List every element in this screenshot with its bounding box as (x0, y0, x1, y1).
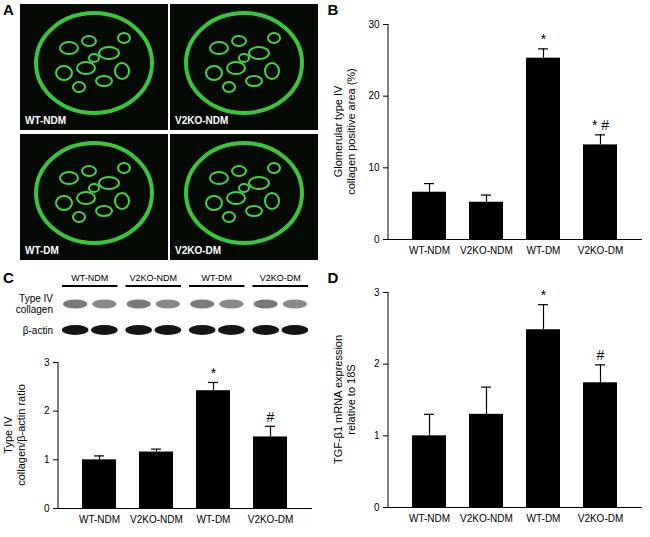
svg-text:30: 30 (368, 19, 380, 30)
svg-text:2: 2 (44, 405, 50, 416)
svg-text:10: 10 (368, 162, 380, 173)
svg-text:WT-DM: WT-DM (25, 245, 59, 256)
svg-text:#: # (597, 347, 605, 363)
svg-text:1: 1 (374, 430, 380, 441)
svg-text:V2KO-NDM: V2KO-NDM (460, 513, 513, 524)
svg-text:0: 0 (374, 502, 380, 513)
svg-text:WT-DM: WT-DM (527, 513, 561, 524)
svg-text:V2KO-NDM: V2KO-NDM (129, 273, 177, 283)
svg-text:B: B (328, 1, 339, 18)
svg-text:D: D (328, 269, 339, 286)
svg-text:WT-NDM: WT-NDM (409, 513, 450, 524)
svg-text:20: 20 (368, 90, 380, 101)
svg-text:V2KO-DM: V2KO-DM (260, 273, 301, 283)
svg-text:*: * (541, 287, 547, 303)
svg-text:Type IVcollagen: Type IVcollagen (16, 293, 54, 315)
svg-text:2: 2 (374, 358, 380, 369)
svg-text:* #: * # (592, 117, 609, 133)
svg-text:Type IVcollagen/β-actin ratio: Type IVcollagen/β-actin ratio (2, 384, 27, 486)
svg-text:TGF-β1 mRNA expressionrelative: TGF-β1 mRNA expressionrelative to 18S (332, 335, 357, 464)
svg-text:WT-DM: WT-DM (202, 273, 233, 283)
svg-text:WT-DM: WT-DM (527, 245, 561, 256)
svg-text:#: # (267, 409, 275, 425)
svg-text:V2KO-DM: V2KO-DM (578, 513, 624, 524)
svg-text:V2KO-NDM: V2KO-NDM (460, 245, 513, 256)
svg-text:0: 0 (44, 503, 50, 514)
svg-text:3: 3 (374, 287, 380, 298)
svg-text:1: 1 (44, 454, 50, 465)
svg-text:WT-NDM: WT-NDM (71, 273, 108, 283)
svg-text:V2KO-NDM: V2KO-NDM (175, 115, 228, 126)
svg-text:WT-NDM: WT-NDM (79, 514, 120, 525)
svg-text:WT-NDM: WT-NDM (409, 245, 450, 256)
svg-text:V2KO-DM: V2KO-DM (578, 245, 624, 256)
svg-text:3: 3 (44, 357, 50, 368)
svg-text:WT-DM: WT-DM (197, 514, 231, 525)
svg-text:β-actin: β-actin (23, 325, 53, 336)
svg-text:0: 0 (374, 234, 380, 245)
svg-text:*: * (211, 365, 217, 381)
svg-text:A: A (3, 1, 14, 18)
svg-text:*: * (541, 31, 547, 47)
svg-text:V2KO-NDM: V2KO-NDM (130, 514, 183, 525)
svg-text:C: C (3, 269, 14, 286)
svg-text:V2KO-DM: V2KO-DM (248, 514, 294, 525)
svg-text:Glomerular type IVcollagen pos: Glomerular type IVcollagen positive area… (332, 68, 357, 195)
svg-text:WT-NDM: WT-NDM (25, 115, 66, 126)
svg-text:V2KO-DM: V2KO-DM (175, 245, 221, 256)
